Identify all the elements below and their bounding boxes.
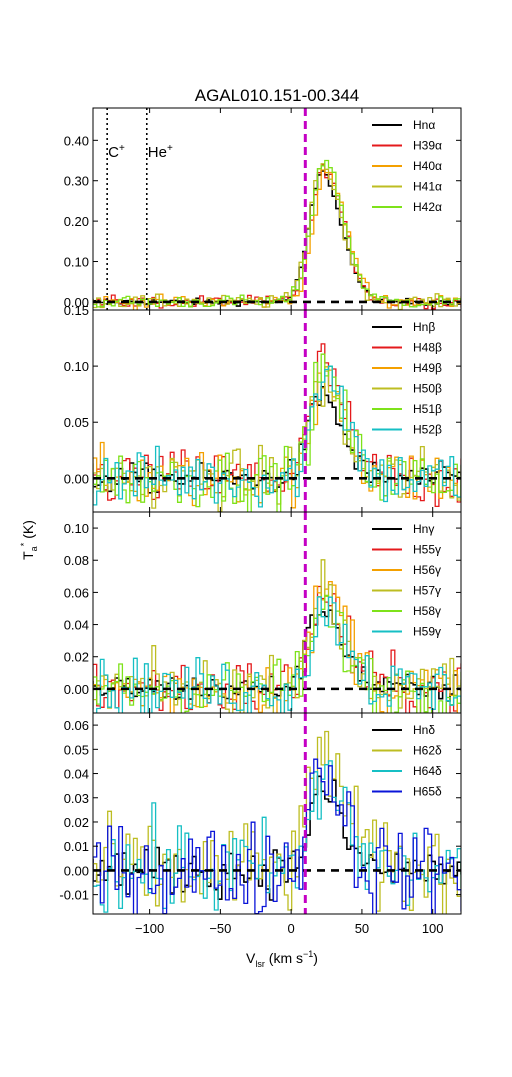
y-tick-label: 0.00 xyxy=(64,471,89,486)
x-tick-label: 50 xyxy=(355,921,369,936)
y-tick-label: 0.02 xyxy=(64,815,89,830)
legend-label: H65δ xyxy=(413,785,442,799)
legend-label: Hnα xyxy=(413,118,435,132)
series-line-H48β xyxy=(93,343,461,508)
y-tick-label: 0.06 xyxy=(64,718,89,733)
y-tick-label: 0.00 xyxy=(64,863,89,878)
y-tick-label: 0.04 xyxy=(64,767,89,782)
y-axis-label: Ta*(K) xyxy=(19,520,39,560)
x-axis-label: Vlsr (km s−1) xyxy=(246,949,318,969)
series-line-H62δ xyxy=(93,730,461,914)
legend-label: H57γ xyxy=(413,584,441,598)
legend: Hnα H39α H40α H41α H42α xyxy=(372,118,442,214)
y-tick-label: 0.00 xyxy=(64,682,89,697)
legend-label: H39α xyxy=(413,139,442,153)
y-tick-label: 0.02 xyxy=(64,650,89,665)
series-line-H39α xyxy=(93,164,461,310)
legend-label: H42α xyxy=(413,200,442,214)
panel-3: 0.000.020.040.060.080.10 HnγH55γH56γH57γH… xyxy=(64,511,462,714)
legend-label: H62δ xyxy=(413,744,442,758)
y-tick-label: 0.15 xyxy=(64,303,89,318)
plot-frame xyxy=(92,712,462,915)
legend-label: Hnβ xyxy=(413,320,435,334)
legend-label: H41α xyxy=(413,180,442,194)
series-group xyxy=(93,559,461,713)
series-group xyxy=(93,343,461,512)
legend-label: H49β xyxy=(413,361,442,375)
legend-label: H56γ xyxy=(413,563,441,577)
y-tick-label: 0.40 xyxy=(64,133,89,148)
series-line-H58γ xyxy=(93,594,461,713)
marker-label-C: C+ xyxy=(108,143,125,161)
y-tick-label: 0.03 xyxy=(64,791,89,806)
legend: Hnγ H55γ H56γ H57γ H58γ H59γ xyxy=(372,522,441,639)
legend-label: H51β xyxy=(413,402,442,416)
x-tick-label: 100 xyxy=(422,921,444,936)
legend-label: Hnγ xyxy=(413,522,434,536)
series-line-H59γ xyxy=(93,596,461,713)
legend: Hnδ H62δ H64δ H65δ xyxy=(372,723,442,799)
series-line-Hnδ xyxy=(93,775,461,901)
legend-label: H48β xyxy=(413,341,442,355)
series-line-H51β xyxy=(93,353,461,512)
series-line-H56γ xyxy=(93,580,461,713)
x-tick-label: −100 xyxy=(135,921,164,936)
legend-label: Hnδ xyxy=(413,723,435,737)
y-tick-label: 0.00 xyxy=(64,295,89,310)
series-line-H65δ xyxy=(93,758,461,914)
marker-label-He: He+ xyxy=(148,143,173,161)
chart-title: AGAL010.151-00.344 xyxy=(195,86,359,105)
y-tick-label: 0.30 xyxy=(64,174,89,189)
y-tick-label: 0.10 xyxy=(64,359,89,374)
y-tick-label: 0.01 xyxy=(64,839,89,854)
series-line-H50β xyxy=(93,370,461,512)
legend-label: H50β xyxy=(413,382,442,396)
y-tick-label: 0.04 xyxy=(64,618,89,633)
panels: C+ He+ 0.00 0.10 0.20 0.30 0.40 Hnα H39α H40α H41α… xyxy=(59,107,462,936)
series-line-H64δ xyxy=(93,760,461,913)
series-group xyxy=(93,730,461,914)
series-line-H57γ xyxy=(93,559,461,713)
legend-label: H52β xyxy=(413,423,442,437)
y-tick-label: 0.20 xyxy=(64,214,89,229)
panel-1: C+ He+ 0.00 0.10 0.20 0.30 0.40 Hnα H39α H40α H41α… xyxy=(64,107,462,311)
legend-label: H55γ xyxy=(413,543,441,557)
series-line-H55γ xyxy=(93,585,461,713)
legend-label: H40α xyxy=(413,159,442,173)
y-tick-label: 0.10 xyxy=(64,521,89,536)
legend-label: H59γ xyxy=(413,625,441,639)
x-tick-label: 0 xyxy=(288,921,295,936)
y-tick-label: 0.05 xyxy=(64,742,89,757)
y-tick-label: -0.01 xyxy=(59,888,89,903)
panel-2: 0.00 0.05 0.10 0.15 Hnβ H48β H49β H50β H51β H52β xyxy=(64,303,462,513)
series-line-H52β xyxy=(93,365,461,508)
y-tick-label: 0.08 xyxy=(64,553,89,568)
x-tick-label: −50 xyxy=(209,921,231,936)
legend-label: H58γ xyxy=(413,604,441,618)
y-tick-label: 0.06 xyxy=(64,585,89,600)
legend-label: H64δ xyxy=(413,764,442,778)
series-line-H41α xyxy=(93,163,461,310)
y-tick-label: 0.05 xyxy=(64,415,89,430)
plot-frame xyxy=(92,107,462,311)
legend: Hnβ H48β H49β H50β H51β H52β xyxy=(372,320,442,437)
panel-4: -0.01 0.00 0.01 0.02 0.03 0.04 0.05 0.06 −100 −50… xyxy=(59,712,462,936)
series-group xyxy=(93,159,461,310)
y-tick-label: 0.10 xyxy=(64,255,89,270)
series-line-Hnγ xyxy=(93,609,461,702)
